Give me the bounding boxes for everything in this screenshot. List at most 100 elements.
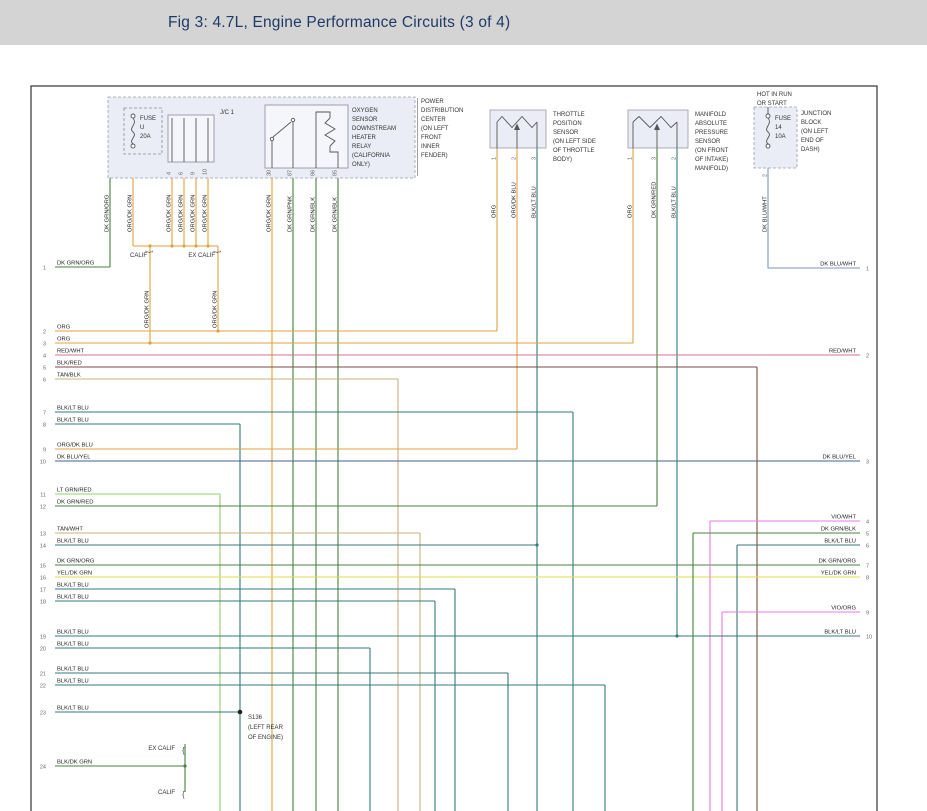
fuse-terminal [130,113,136,119]
pin-number: 13 [40,532,46,538]
label-line: OF INTAKE) [695,157,728,163]
left-pin-7: 7 BLK/LT BLU [43,406,574,811]
wire-label-rotated: DK GRN/RED [652,182,658,218]
tps-wiper-arrow-icon [514,123,520,130]
wiring-diagram: 1 DK GRN/ORG 2 ORG 3 ORG 4 RED/WHT 5 BLK/RED 6 TAN/… [30,85,878,811]
left-connector-pins: 1 DK GRN/ORG 2 ORG 3 ORG 4 RED/WHT 5 BLK/RED 6 TAN/… [40,261,860,811]
relay-coil-lead [315,111,331,168]
tps-label: THROTTLE POSITION SENSOR (ON LEFT SIDE OF TH… [553,112,596,163]
pin-number: 19 [40,635,46,641]
left-pin-9: 9 ORG/DK BLU [43,443,517,454]
left-pin-1: 1 DK GRN/ORG [43,261,110,272]
component-pin-number: 2 [512,157,518,160]
calif-brace-icon: } [145,251,154,254]
wire-label-rotated: DK GRN/BLK [311,197,317,232]
pin-number: 17 [40,588,46,594]
wire-label: ORG [57,325,71,331]
jb-label: JUNCTION BLOCK (ON LEFT END OF DASH) [801,111,831,153]
label-line: BLOCK [801,120,821,126]
wire-label: TAN/WHT [57,527,83,533]
fuse-14-label: FUSE 14 10A [775,116,791,140]
wire-label: BLK/DK GRN [57,760,92,766]
wire-label: DK BLU/WHT [820,262,856,268]
left-pin-21: 21 BLK/LT BLU [40,667,509,811]
right-pin-6: 6 BLK/LT BLU [736,539,869,811]
fuse-terminal [765,113,771,119]
label-line: SENSOR [553,130,579,136]
wire-label: BLK/LT BLU [57,583,89,589]
relay-coil-lead [329,146,339,168]
wire-label: BLK/LT BLU [57,679,89,685]
fuse-u-label: FUSE U 20A [140,116,156,140]
wire-label-rotated: ORG/DK GRN [191,195,197,232]
wire-label: YEL/DK GRN [57,571,92,577]
component-pin-number: 9 [191,172,197,175]
pin-number: 5 [43,366,46,372]
label-line: S136 [248,715,263,721]
left-pin-17: 17 BLK/LT BLU [40,583,456,811]
s136-label: S136 (LEFT REAR OF ENGINE) [248,715,284,741]
component-labels: FUSE U 20A J/C 1 OXYGEN SENSOR DOWNSTREAM HEA… [130,92,831,799]
junction-dots [148,244,679,768]
wire-label: BLK/LT BLU [57,706,89,712]
component-pin-number: 86 [311,170,317,176]
left-pin-18: 18 BLK/LT BLU [40,595,436,811]
figure-title: Fig 3: 4.7L, Engine Performance Circuits… [168,13,511,31]
label-line: 14 [775,125,782,131]
pin-number: 11 [40,493,46,499]
component-pin-number: 1 [628,157,634,160]
pin-number: 1 [43,266,46,272]
wire-label-rotated: ORG [628,204,634,218]
wire-label: RED/WHT [57,349,85,355]
label-line: PRESSURE [695,130,728,136]
pin-number: 24 [40,765,46,771]
left-pin-16: 16 YEL/DK GRN [40,571,860,582]
wire-label: BLK/LT BLU [57,667,89,673]
pin-number: 7 [43,411,46,417]
component-pin-number: 6 [179,172,185,175]
label-line: FRONT [421,135,442,141]
pin-number: 3 [866,460,869,466]
junction-dot [206,244,210,248]
jc1-label: J/C 1 [220,110,235,116]
right-pin-7: 7 DK GRN/ORG [819,559,869,570]
left-pin-22: 22 BLK/LT BLU [40,679,606,811]
label-line: ABSOLUTE [695,121,727,127]
wire-label: RED/WHT [829,349,857,355]
wire-label-rotated: ORG/DK GRN [167,195,173,232]
label-line: (ON LEFT [421,126,449,132]
power-distribution-center [107,96,418,179]
wire-label-rotated: ORG/DK GRN [179,195,185,232]
label-line: OF ENGINE) [248,735,283,741]
label-line: HEATER [352,135,377,141]
right-connector-pins: 1 DK BLU/WHT 2 RED/WHT 3 DK BLU/YEL 4 VIO/WHT 5 D… [677,262,872,811]
wire-label: DK GRN/ORG [819,559,857,565]
label-line: ONLY) [352,162,370,168]
wire-label-rotated: DK GRN/ORG [105,194,111,232]
label-line: (LEFT REAR [248,725,284,731]
wire-label: DK GRN/ORG [57,261,95,267]
ex-calif-brace-icon: } [213,251,222,254]
wire-label: BLK/LT BLU [824,539,856,545]
throttle-position-sensor [489,109,547,149]
jc1-box [167,114,215,163]
label-line: FENDER) [421,153,448,159]
label-line: (ON FRONT [695,148,729,154]
component-pin-number: 2 [763,174,769,177]
wire-label: DK BLU/YEL [57,455,91,461]
junction-dot [170,244,174,248]
pin-number: 21 [40,672,46,678]
relay-label: OXYGEN SENSOR DOWNSTREAM HEATER RELAY (CALIFO… [352,108,396,168]
wire-label: VIO/WHT [831,515,856,521]
wire-label: BLK/LT BLU [57,595,89,601]
diagram-border [30,85,878,811]
wire-label: DK BLU/YEL [822,455,856,461]
wire-label-rotated: ORG/DK GRN [213,291,219,328]
left-pin-6: 6 TAN/BLK [43,373,399,811]
wire-label-rotated: ORG [492,204,498,218]
pin-number: 5 [866,532,869,538]
pin-number: 15 [40,564,46,570]
map-wiper-arrow-icon [654,123,660,130]
wire-label: BLK/LT BLU [824,630,856,636]
pin-number: 14 [40,544,46,550]
